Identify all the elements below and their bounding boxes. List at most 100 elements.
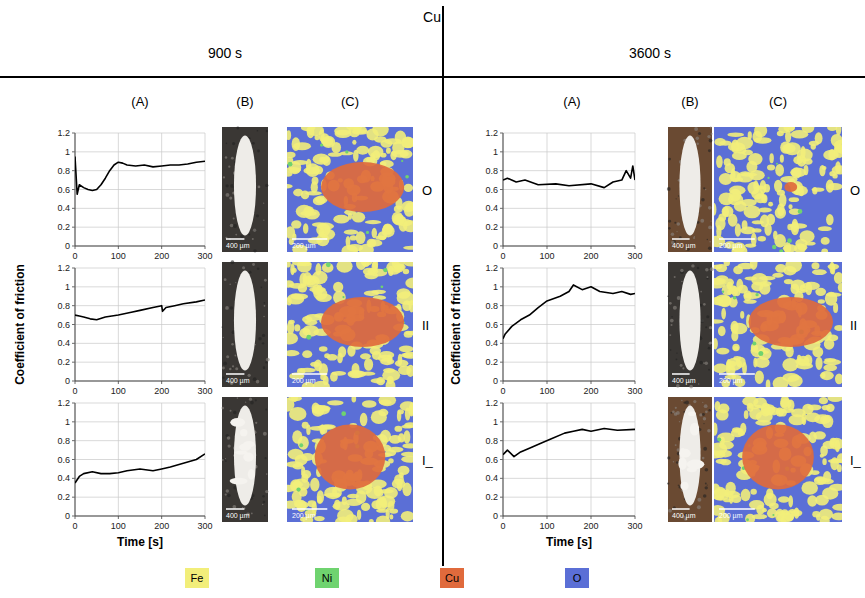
- y-tick-label: 0.6: [57, 185, 70, 195]
- fe-area: [404, 184, 413, 192]
- x-axis: [503, 246, 635, 247]
- fe-area: [791, 167, 801, 178]
- fe-area: [323, 156, 331, 166]
- texture: [230, 410, 232, 412]
- texture: [709, 342, 712, 345]
- fe-area: [827, 127, 837, 131]
- fe-area: [734, 177, 743, 181]
- texture: [670, 412, 672, 414]
- fe-area: [307, 500, 316, 507]
- texture: [707, 135, 710, 138]
- texture: [670, 349, 672, 351]
- fe-area: [732, 152, 747, 161]
- fe-area: [831, 264, 835, 274]
- y-tick-label: 0.2: [57, 222, 70, 232]
- texture: [227, 444, 230, 447]
- fe-area: [805, 282, 812, 295]
- texture: [258, 337, 261, 340]
- eds-map: 200 µm: [710, 393, 849, 528]
- grid-line: [75, 305, 205, 306]
- y-tick-label: 0.2: [485, 222, 498, 232]
- texture: [234, 355, 236, 357]
- texture: [667, 295, 669, 297]
- fe-area: [319, 228, 325, 237]
- texture: [226, 355, 229, 358]
- y-tick-label: 0.4: [57, 203, 70, 213]
- fe-area: [823, 150, 839, 161]
- grid-line: [75, 403, 76, 516]
- fe-area: [740, 423, 746, 434]
- texture: [668, 220, 671, 223]
- fe-area: [292, 137, 301, 151]
- grid-line: [591, 133, 592, 246]
- fe-area: [352, 127, 360, 134]
- fe-area: [815, 357, 822, 370]
- texture: [700, 219, 704, 223]
- scar: [230, 478, 248, 485]
- scale-bar: [672, 508, 690, 510]
- cu-area: [749, 297, 833, 347]
- texture: [237, 397, 239, 399]
- fe-area: [727, 132, 744, 137]
- grid-line: [75, 208, 205, 209]
- oxygen-ground: [714, 397, 842, 522]
- fe-area: [360, 413, 368, 426]
- scale-bar: [226, 508, 244, 510]
- texture: [264, 279, 267, 282]
- fe-area: [755, 371, 764, 384]
- grid-line: [205, 268, 206, 381]
- fe-area: [317, 496, 322, 504]
- fe-area: [716, 409, 729, 420]
- fe-area: [819, 397, 828, 404]
- grid-line: [547, 133, 548, 246]
- line-chart: 00.20.40.60.811.20100200300: [485, 128, 642, 261]
- texture: [681, 281, 683, 283]
- fe-area: [305, 191, 322, 196]
- grid-line: [503, 246, 635, 247]
- texture: [222, 459, 224, 461]
- fe-area: [741, 489, 751, 502]
- fe-area: [398, 354, 403, 366]
- grid-line: [503, 268, 504, 381]
- wear-scar-image: 400 µm: [667, 397, 712, 522]
- fe-area: [839, 147, 842, 154]
- fe-area: [827, 335, 838, 342]
- texture: [689, 385, 693, 389]
- data-group: [503, 166, 635, 188]
- texture: [703, 494, 707, 498]
- fe-area: [287, 350, 299, 356]
- fe-area: [714, 422, 718, 435]
- texture: [703, 362, 705, 364]
- plot-area: [503, 268, 635, 381]
- scale-label: 400 µm: [672, 512, 696, 520]
- fe-area: [721, 308, 726, 320]
- image-bg: [222, 262, 268, 387]
- texture: [265, 409, 267, 411]
- scale-bar: [226, 373, 244, 375]
- ni-area: [772, 514, 774, 516]
- legend-item: Ni: [315, 568, 339, 588]
- grid-line: [75, 421, 205, 422]
- texture: [709, 341, 712, 344]
- fe-area: [388, 266, 394, 276]
- line-chart: 00.20.40.60.811.20100200300: [57, 128, 212, 261]
- grid-line: [503, 497, 635, 498]
- fe-area: [305, 314, 321, 321]
- texture: [227, 436, 231, 440]
- legend-label: Ni: [322, 572, 332, 584]
- x-tick-label: 300: [197, 521, 212, 531]
- grid-line: [503, 268, 635, 269]
- texture: [706, 315, 709, 318]
- fe-area: [744, 205, 761, 218]
- y-tick-label: 0: [65, 241, 70, 251]
- panel-label: (A): [563, 94, 580, 109]
- fe-area: [815, 288, 826, 296]
- texture: [702, 457, 705, 460]
- fe-area: [733, 346, 739, 351]
- texture: [257, 130, 259, 132]
- cof-line: [503, 285, 635, 339]
- fe-area: [748, 153, 762, 165]
- texture: [242, 266, 245, 269]
- scar: [680, 482, 688, 491]
- fe-area: [751, 282, 763, 291]
